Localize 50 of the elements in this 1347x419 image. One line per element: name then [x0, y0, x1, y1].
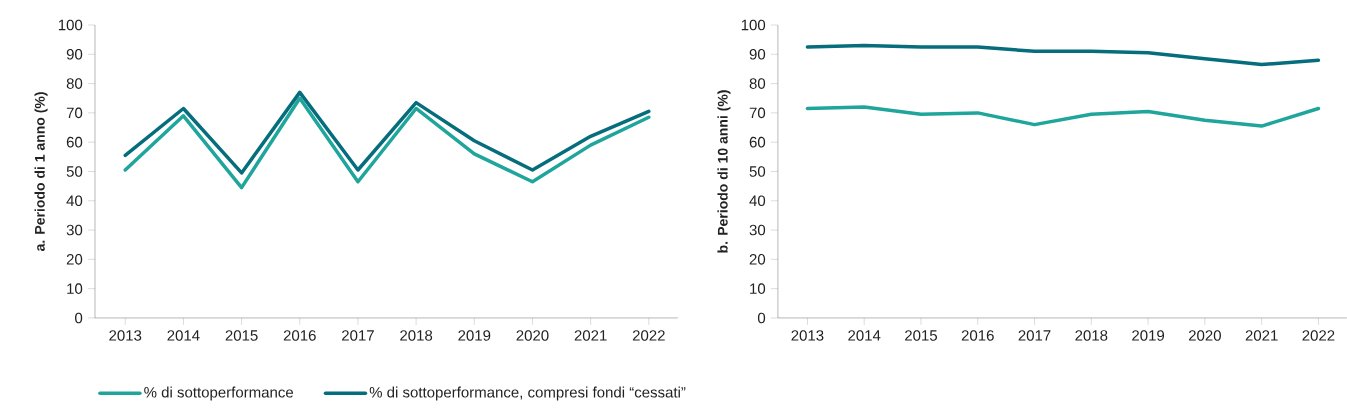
x-tick-label: 2022 — [1302, 330, 1335, 341]
x-tick-label: 2016 — [283, 330, 316, 341]
x-tick-label: 2021 — [574, 330, 607, 341]
y-axis-title: b. Periodo di 10 anni (%) — [717, 90, 731, 253]
line-series — [123, 90, 651, 175]
x-tick-label: 2015 — [905, 330, 938, 341]
x-tick-label: 2020 — [1188, 330, 1221, 341]
y-tick-label: 50 — [66, 166, 83, 177]
x-tick-label: 2019 — [458, 330, 491, 341]
y-tick-label: 70 — [749, 107, 766, 119]
legend-label: % di sottoperformance, compresi fondi “cessati” — [369, 386, 686, 401]
y-tick-label: 80 — [66, 78, 83, 89]
x-tick-label: 2014 — [167, 330, 200, 341]
y-tick-label: 60 — [749, 136, 766, 148]
y-tick-label: 30 — [66, 224, 83, 236]
y-tick-label: 0 — [757, 312, 766, 324]
x-tick-label: 2018 — [1075, 330, 1108, 341]
y-tick-label: 20 — [66, 254, 83, 265]
y-tick-label: 50 — [749, 166, 766, 177]
x-tick-label: 2021 — [1245, 330, 1278, 341]
line-series — [805, 105, 1321, 128]
y-tick-label: 100 — [741, 19, 766, 31]
x-tick-label: 2014 — [848, 330, 881, 341]
x-tick-label: 2013 — [109, 330, 142, 341]
y-tick-label: 20 — [749, 254, 766, 265]
y-tick-label: 90 — [66, 49, 83, 60]
y-tick-label: 40 — [749, 195, 766, 207]
y-axis-title: a. Periodo di 1 anno (%) — [34, 92, 48, 252]
x-tick-label: 2017 — [1018, 330, 1051, 341]
y-tick-label: 90 — [749, 49, 766, 60]
x-tick-label: 2018 — [400, 330, 433, 341]
line-series — [123, 96, 651, 190]
y-tick-label: 10 — [750, 283, 766, 294]
x-tick-label: 2019 — [1132, 330, 1165, 341]
x-tick-label: 2022 — [632, 330, 665, 341]
x-tick-label: 2013 — [791, 330, 824, 341]
y-tick-label: 30 — [749, 224, 766, 236]
y-tick-label: 60 — [66, 136, 83, 148]
y-tick-label: 10 — [67, 283, 83, 294]
x-tick-label: 2015 — [225, 330, 258, 341]
y-tick-label: 40 — [66, 195, 83, 207]
x-tick-label: 2020 — [516, 330, 549, 341]
x-tick-label: 2016 — [961, 330, 994, 341]
line-series — [805, 43, 1321, 67]
y-tick-label: 100 — [58, 19, 83, 31]
y-tick-label: 80 — [749, 78, 766, 89]
legend-label: % di sottoperformance — [144, 386, 294, 401]
y-tick-label: 0 — [75, 312, 83, 324]
y-tick-label: 70 — [66, 107, 83, 119]
x-tick-label: 2017 — [342, 330, 374, 341]
